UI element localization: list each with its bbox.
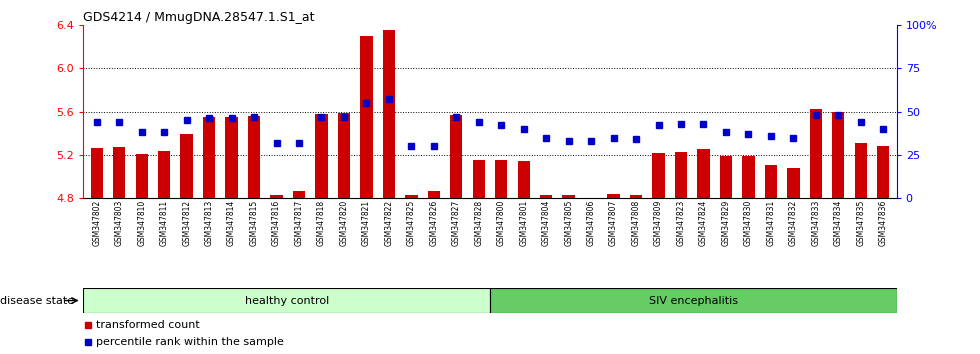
Text: GDS4214 / MmugDNA.28547.1.S1_at: GDS4214 / MmugDNA.28547.1.S1_at xyxy=(83,11,315,24)
Bar xyxy=(855,143,867,198)
Bar xyxy=(158,150,171,198)
Bar xyxy=(450,115,463,198)
Bar xyxy=(698,149,710,198)
Bar xyxy=(383,30,395,198)
Bar xyxy=(653,153,664,198)
Text: disease state: disease state xyxy=(0,296,74,306)
Bar xyxy=(742,156,755,198)
Bar xyxy=(517,161,530,198)
Bar xyxy=(135,154,148,198)
Bar xyxy=(832,112,845,198)
Bar xyxy=(630,195,642,198)
Bar xyxy=(338,113,350,198)
Bar xyxy=(270,195,282,198)
Text: SIV encephalitis: SIV encephalitis xyxy=(649,296,738,306)
Bar xyxy=(877,146,890,198)
Bar xyxy=(405,195,417,198)
Bar xyxy=(787,168,800,198)
FancyBboxPatch shape xyxy=(490,288,897,313)
Bar xyxy=(608,194,619,198)
Bar xyxy=(248,116,261,198)
Text: percentile rank within the sample: percentile rank within the sample xyxy=(96,337,283,347)
Bar xyxy=(719,156,732,198)
Bar xyxy=(225,117,238,198)
Bar xyxy=(203,117,216,198)
Bar xyxy=(427,191,440,198)
Bar xyxy=(472,160,485,198)
Bar xyxy=(113,147,125,198)
FancyBboxPatch shape xyxy=(83,288,490,313)
Bar xyxy=(293,191,305,198)
Bar xyxy=(361,36,372,198)
Text: healthy control: healthy control xyxy=(245,296,328,306)
Bar xyxy=(809,109,822,198)
Bar xyxy=(316,114,327,198)
Bar xyxy=(764,165,777,198)
Text: transformed count: transformed count xyxy=(96,320,199,330)
Bar xyxy=(180,134,193,198)
Bar xyxy=(90,148,103,198)
Bar xyxy=(540,195,553,198)
Bar xyxy=(675,152,687,198)
Bar xyxy=(563,195,575,198)
Bar xyxy=(495,160,508,198)
